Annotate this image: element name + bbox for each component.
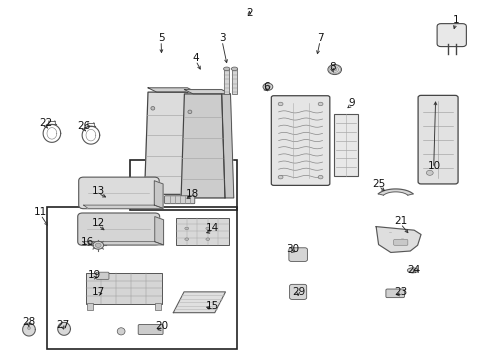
Ellipse shape xyxy=(95,243,101,247)
Ellipse shape xyxy=(117,328,125,335)
Ellipse shape xyxy=(318,102,323,106)
FancyBboxPatch shape xyxy=(393,239,407,245)
Polygon shape xyxy=(58,322,70,335)
Polygon shape xyxy=(82,242,163,245)
Ellipse shape xyxy=(278,102,283,106)
Bar xyxy=(155,303,160,310)
Ellipse shape xyxy=(187,110,191,114)
Ellipse shape xyxy=(27,327,30,329)
Text: 15: 15 xyxy=(206,301,219,311)
Bar xyxy=(333,114,357,176)
Ellipse shape xyxy=(62,326,65,329)
Text: 16: 16 xyxy=(81,237,94,247)
Ellipse shape xyxy=(205,227,209,230)
FancyBboxPatch shape xyxy=(385,289,404,298)
FancyBboxPatch shape xyxy=(288,248,307,261)
Polygon shape xyxy=(148,88,196,92)
Ellipse shape xyxy=(184,238,188,240)
Text: 27: 27 xyxy=(57,320,70,330)
Bar xyxy=(176,218,228,244)
Ellipse shape xyxy=(93,241,103,249)
Ellipse shape xyxy=(265,85,270,89)
Text: 23: 23 xyxy=(393,287,407,297)
Text: 8: 8 xyxy=(328,62,335,72)
Text: 9: 9 xyxy=(348,98,354,108)
Ellipse shape xyxy=(327,64,341,75)
Polygon shape xyxy=(173,292,225,313)
Ellipse shape xyxy=(263,83,272,90)
Text: 10: 10 xyxy=(427,161,440,171)
Bar xyxy=(86,273,161,304)
Polygon shape xyxy=(221,94,233,198)
Polygon shape xyxy=(154,181,163,208)
Text: 18: 18 xyxy=(185,189,199,199)
Polygon shape xyxy=(155,217,163,245)
Polygon shape xyxy=(378,189,412,195)
Polygon shape xyxy=(181,94,224,198)
Text: 30: 30 xyxy=(285,244,298,254)
Text: 13: 13 xyxy=(91,186,104,196)
Text: 4: 4 xyxy=(192,53,199,63)
Ellipse shape xyxy=(407,268,417,273)
Polygon shape xyxy=(184,90,230,94)
Ellipse shape xyxy=(278,175,283,179)
Polygon shape xyxy=(83,205,163,208)
Text: 7: 7 xyxy=(316,33,323,43)
Text: 25: 25 xyxy=(371,179,385,189)
Text: 24: 24 xyxy=(407,265,420,275)
Ellipse shape xyxy=(205,238,209,240)
Text: 22: 22 xyxy=(39,118,52,128)
FancyBboxPatch shape xyxy=(78,213,159,245)
Text: 11: 11 xyxy=(34,207,47,217)
Bar xyxy=(87,303,93,310)
Bar xyxy=(47,207,237,348)
Ellipse shape xyxy=(223,67,229,71)
Bar xyxy=(130,160,237,211)
Text: 6: 6 xyxy=(263,82,269,92)
FancyBboxPatch shape xyxy=(417,95,457,184)
Text: 12: 12 xyxy=(91,218,104,228)
Polygon shape xyxy=(144,92,190,194)
Polygon shape xyxy=(187,92,199,194)
FancyBboxPatch shape xyxy=(271,96,329,185)
Text: 26: 26 xyxy=(77,121,90,131)
Ellipse shape xyxy=(231,67,237,71)
FancyBboxPatch shape xyxy=(138,324,163,334)
Text: 14: 14 xyxy=(206,224,219,233)
Text: 2: 2 xyxy=(245,8,252,18)
Ellipse shape xyxy=(151,107,155,110)
FancyBboxPatch shape xyxy=(96,272,109,279)
Text: 5: 5 xyxy=(158,33,164,43)
Text: 29: 29 xyxy=(292,287,305,297)
Ellipse shape xyxy=(184,227,188,230)
Text: 3: 3 xyxy=(219,33,225,43)
Bar xyxy=(231,69,237,94)
Polygon shape xyxy=(375,226,420,252)
Polygon shape xyxy=(22,323,35,336)
Text: 20: 20 xyxy=(155,321,168,331)
Text: 28: 28 xyxy=(22,317,35,327)
FancyBboxPatch shape xyxy=(164,196,194,204)
Ellipse shape xyxy=(332,68,336,71)
Text: 21: 21 xyxy=(393,216,407,226)
Bar xyxy=(224,69,229,94)
Ellipse shape xyxy=(318,175,323,179)
FancyBboxPatch shape xyxy=(79,177,159,209)
Ellipse shape xyxy=(426,170,432,175)
Text: 17: 17 xyxy=(91,287,104,297)
FancyBboxPatch shape xyxy=(289,284,306,300)
FancyBboxPatch shape xyxy=(436,24,466,46)
Text: 19: 19 xyxy=(88,270,101,280)
Text: 1: 1 xyxy=(452,15,459,26)
